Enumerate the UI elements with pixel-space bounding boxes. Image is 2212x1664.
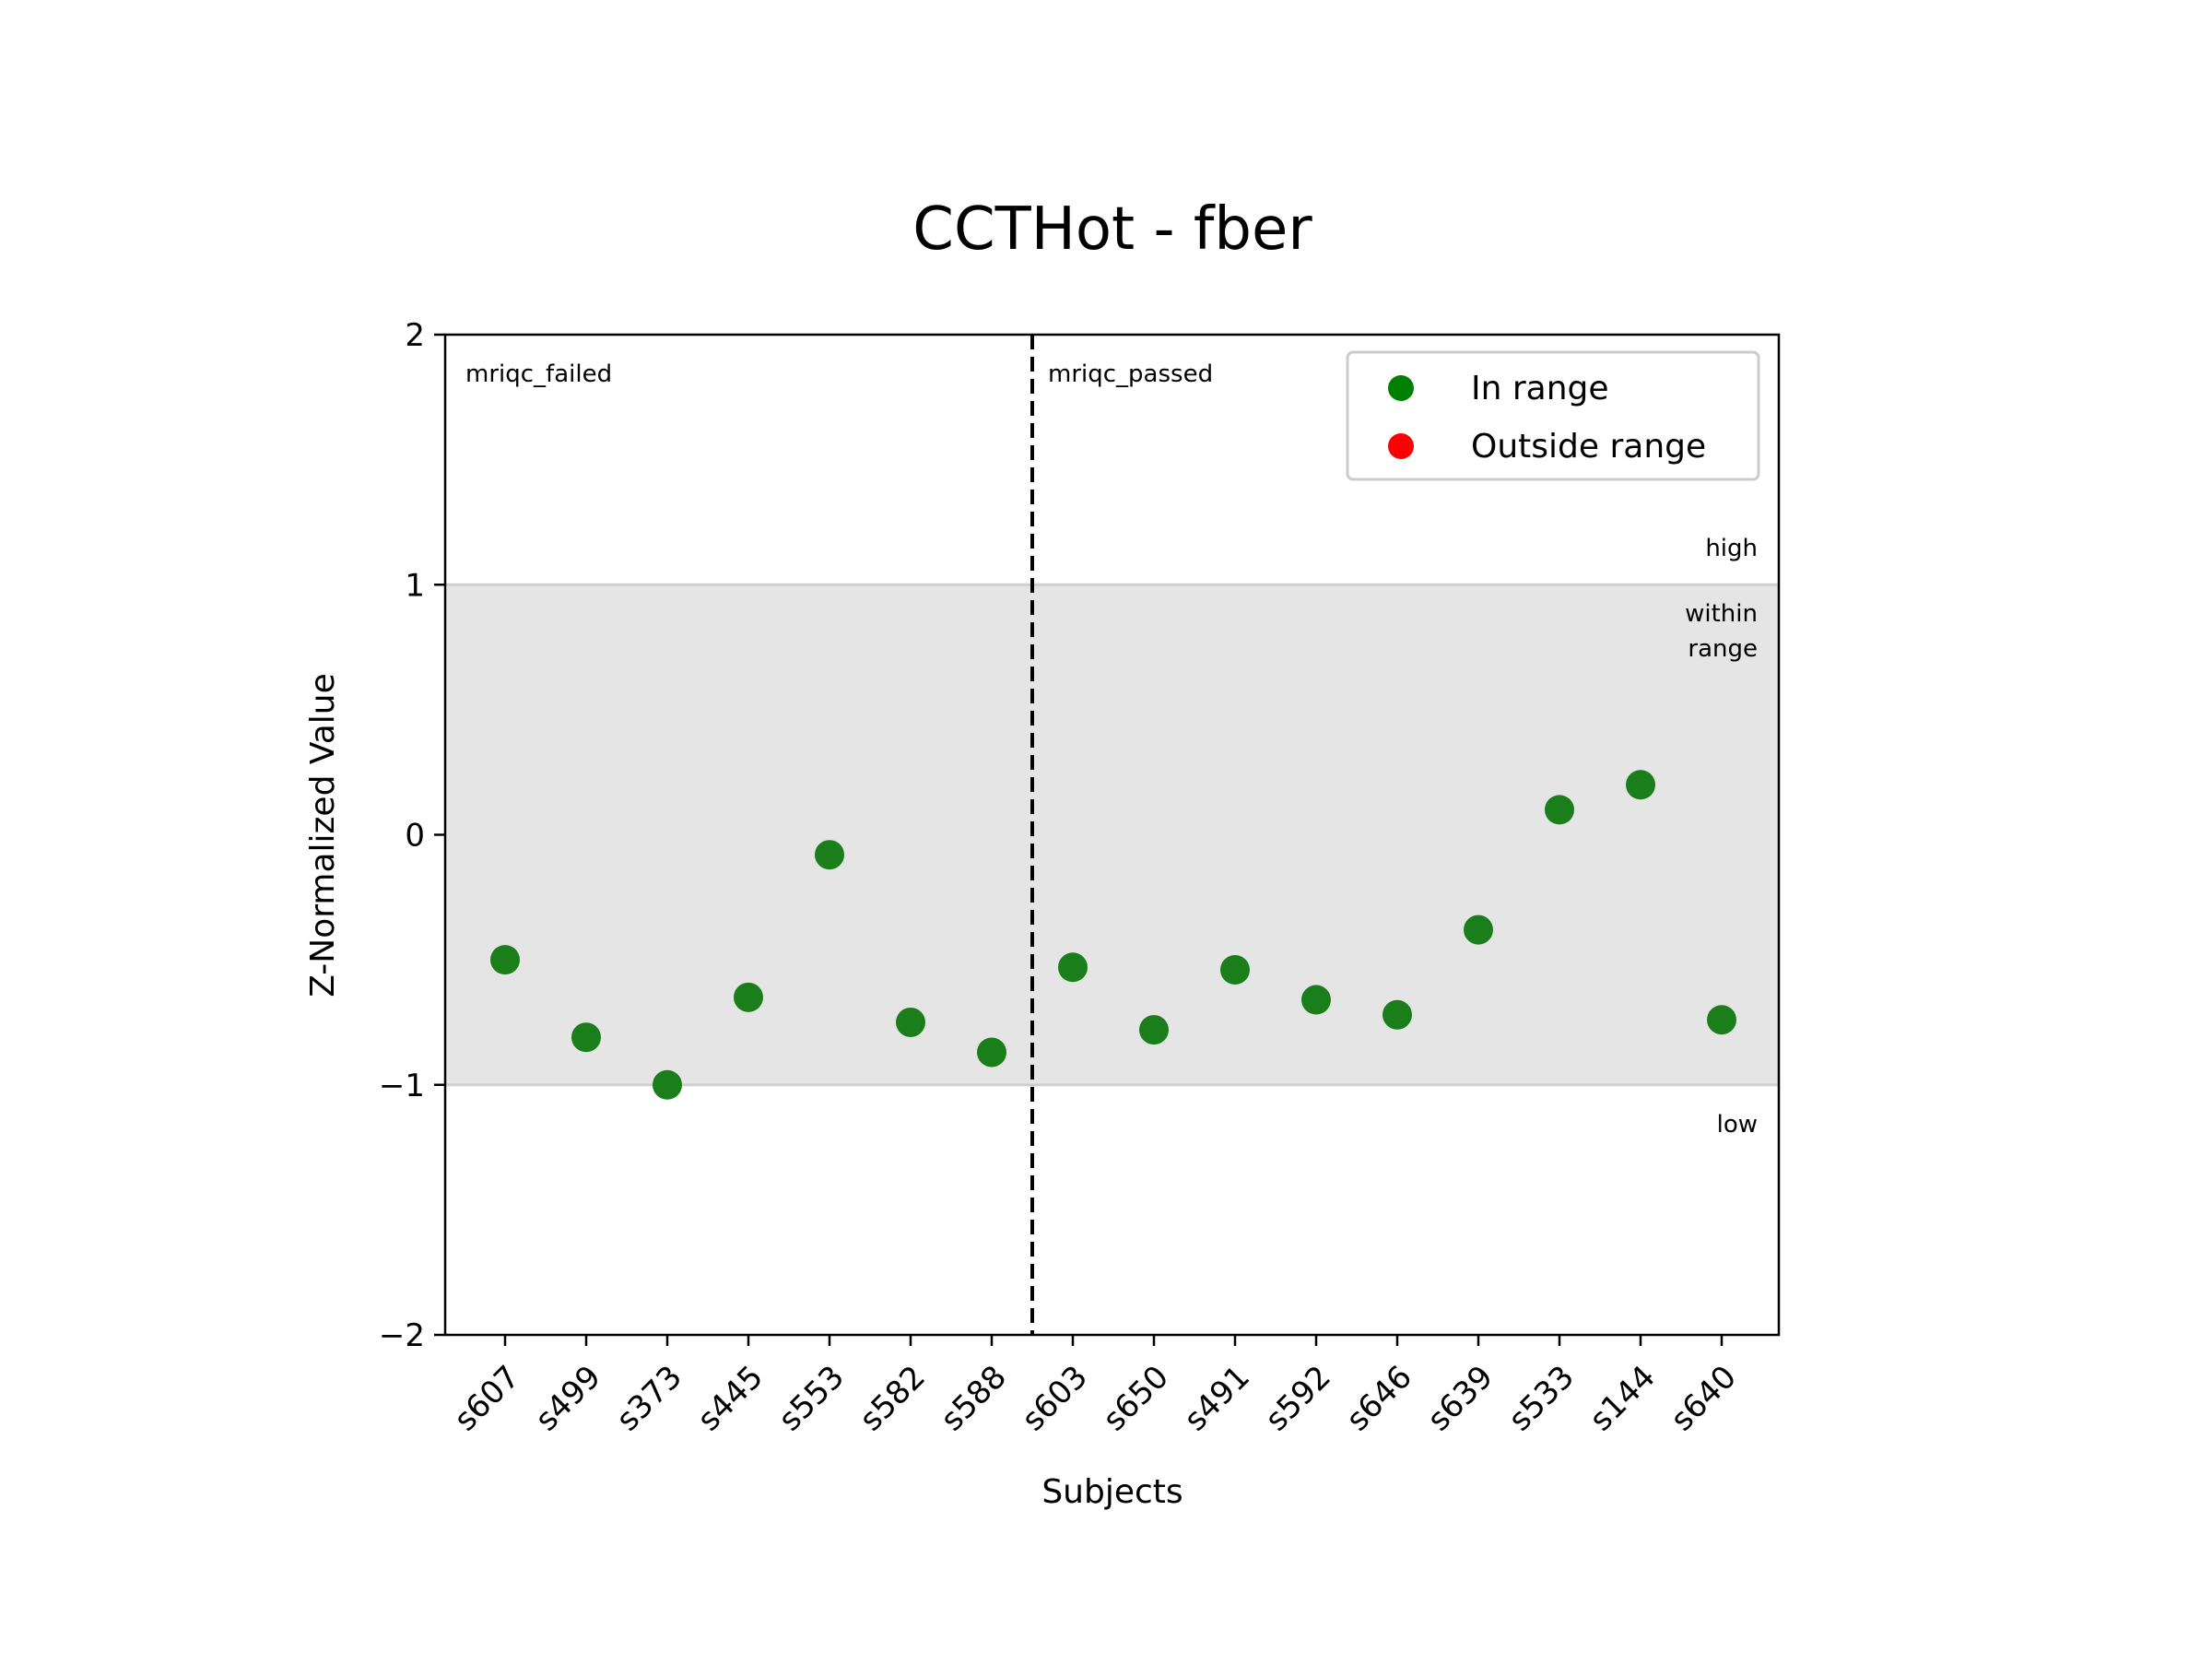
y-tick-label: 2 [405, 317, 425, 354]
legend-label-outside-range: Outside range [1471, 428, 1706, 466]
range-band [445, 584, 1779, 1085]
x-tick-label: s582 [853, 1359, 933, 1439]
data-point-s491 [1220, 954, 1250, 985]
x-tick-label: s373 [609, 1359, 689, 1439]
range-band-layer [445, 583, 1779, 1087]
legend-frame [1346, 350, 1760, 481]
data-point-s144 [1626, 770, 1655, 800]
data-point-s499 [571, 1022, 601, 1053]
data-point-s646 [1382, 999, 1412, 1030]
data-point-s603 [1058, 952, 1088, 983]
data-point-s592 [1301, 985, 1331, 1015]
x-axis-label: Subjects [1041, 1473, 1182, 1511]
group-label-passed: mriqc_passed [1048, 360, 1213, 388]
x-tick-label: s491 [1177, 1359, 1257, 1439]
x-tick-label: s144 [1583, 1359, 1663, 1439]
x-tick-label: s640 [1664, 1359, 1744, 1439]
band-label-high: high [1705, 535, 1758, 562]
x-tick-label: s646 [1339, 1359, 1419, 1439]
legend: In range Outside range [1346, 350, 1760, 481]
data-point-s640 [1707, 1005, 1736, 1035]
y-tick-label: 0 [405, 818, 425, 855]
data-point-s588 [977, 1037, 1006, 1068]
x-tick-label: s533 [1501, 1359, 1582, 1439]
x-tick-label: s607 [447, 1359, 527, 1439]
x-tick-label: s499 [528, 1359, 608, 1439]
y-tick-label: 1 [405, 567, 425, 604]
y-tick-label: −2 [379, 1317, 425, 1354]
chart-title: CCTHot - fber [912, 195, 1312, 264]
band-label-within: within [1685, 600, 1758, 628]
legend-label-in-range: In range [1471, 370, 1609, 407]
band-label-low: low [1717, 1111, 1758, 1139]
legend-marker-in-range [1388, 375, 1414, 401]
data-point-s582 [896, 1007, 925, 1037]
x-tick-label: s603 [1015, 1359, 1095, 1439]
band-label-range: range [1688, 635, 1758, 663]
data-point-s553 [815, 840, 844, 870]
legend-marker-outside-range [1388, 433, 1414, 459]
x-tick-label: s592 [1258, 1359, 1338, 1439]
data-point-s639 [1464, 915, 1493, 945]
x-tick-label: s445 [690, 1359, 771, 1439]
x-tick-label: s639 [1420, 1359, 1500, 1439]
group-label-failed: mriqc_failed [465, 360, 612, 388]
data-point-s533 [1545, 795, 1574, 825]
x-tick-label: s588 [934, 1359, 1014, 1439]
x-tick-label: s553 [771, 1359, 852, 1439]
x-tick-label: s650 [1096, 1359, 1176, 1439]
data-point-s445 [734, 982, 763, 1012]
data-point-s373 [653, 1069, 682, 1100]
data-points-layer [490, 770, 1736, 1100]
y-tick-label: −1 [379, 1068, 425, 1104]
data-point-s650 [1139, 1015, 1169, 1045]
y-axis-label: Z-Normalized Value [304, 673, 342, 997]
data-point-s607 [490, 945, 520, 975]
